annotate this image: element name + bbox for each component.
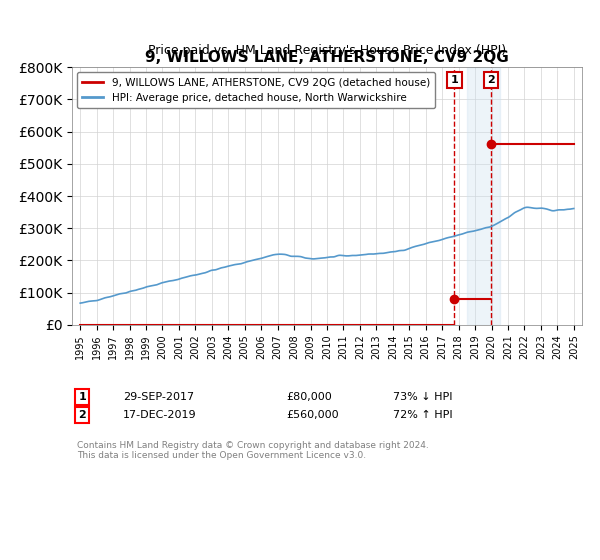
Text: Price paid vs. HM Land Registry's House Price Index (HPI): Price paid vs. HM Land Registry's House …: [148, 44, 506, 57]
Title: 9, WILLOWS LANE, ATHERSTONE, CV9 2QG: 9, WILLOWS LANE, ATHERSTONE, CV9 2QG: [145, 50, 509, 64]
Text: 72% ↑ HPI: 72% ↑ HPI: [394, 410, 453, 420]
Text: 2: 2: [487, 75, 495, 85]
Text: 2: 2: [79, 410, 86, 420]
Legend: 9, WILLOWS LANE, ATHERSTONE, CV9 2QG (detached house), HPI: Average price, detac: 9, WILLOWS LANE, ATHERSTONE, CV9 2QG (de…: [77, 72, 435, 108]
Text: £560,000: £560,000: [286, 410, 339, 420]
Text: 29-SEP-2017: 29-SEP-2017: [123, 392, 194, 402]
Text: 73% ↓ HPI: 73% ↓ HPI: [394, 392, 453, 402]
Text: £80,000: £80,000: [286, 392, 332, 402]
Text: 1: 1: [79, 392, 86, 402]
Bar: [467, 67, 500, 325]
Text: 17-DEC-2019: 17-DEC-2019: [123, 410, 197, 420]
Text: Contains HM Land Registry data © Crown copyright and database right 2024.
This d: Contains HM Land Registry data © Crown c…: [77, 441, 429, 460]
Text: 1: 1: [451, 75, 458, 85]
